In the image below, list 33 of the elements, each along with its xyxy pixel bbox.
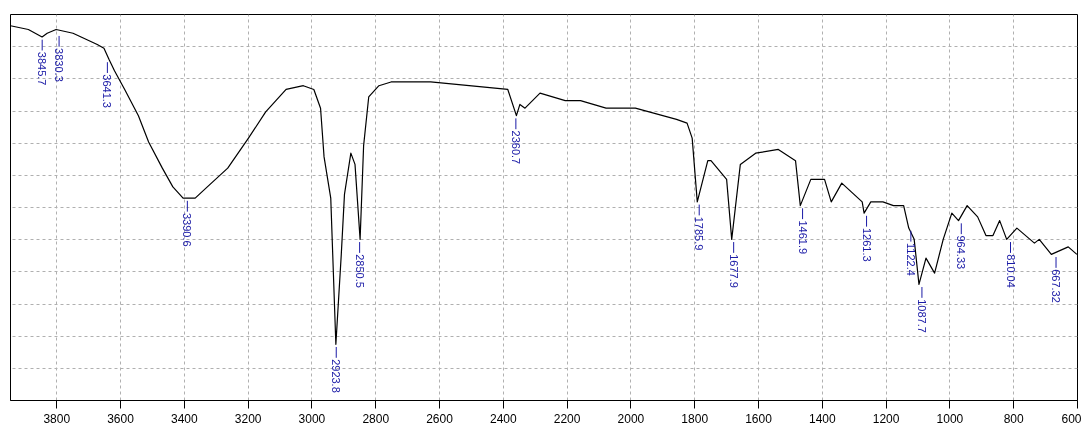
- annotation: 2360.7: [509, 130, 522, 165]
- x-tick-label: 2600: [426, 411, 454, 425]
- annotation: 2850.5: [353, 254, 366, 288]
- annotation: 3390.6: [181, 212, 194, 247]
- x-tick-label: 2000: [617, 411, 645, 425]
- x-tick-label: 3400: [171, 411, 199, 425]
- x-tick-label: 3200: [234, 411, 262, 425]
- x-tick-label: 2800: [362, 411, 390, 425]
- annotation: 2923.8: [330, 359, 343, 393]
- x-tick-label: 3000: [298, 411, 326, 425]
- x-tick-label: 3800: [43, 411, 71, 425]
- x-tick-label: 600: [1061, 411, 1081, 425]
- annotation: 3641.3: [101, 74, 114, 108]
- annotation: 667.32: [1050, 269, 1063, 303]
- x-tick-label: 1800: [681, 411, 709, 425]
- annotation: 1677.9: [727, 254, 740, 288]
- x-tick-label: 3600: [107, 411, 135, 425]
- annotation: 810.04: [1004, 254, 1017, 288]
- x-tick-label: 2400: [489, 411, 517, 425]
- annotation: 3830.3: [53, 48, 66, 82]
- x-tick-label: 1000: [936, 411, 964, 425]
- x-tick-label: 2200: [553, 411, 581, 425]
- annotation: 1461.9: [796, 220, 809, 255]
- annotation: 1785.9: [693, 216, 706, 251]
- annotation: 964.33: [955, 235, 968, 270]
- annotation: 1122.4: [904, 242, 917, 276]
- x-tick-label: 1400: [808, 411, 836, 425]
- annotation: 1261.3: [860, 227, 873, 262]
- annotation: 3845.7: [36, 51, 49, 86]
- x-tick-label: 1600: [745, 411, 773, 425]
- annotation: 1087.7: [915, 299, 928, 333]
- x-tick-label: 1200: [872, 411, 900, 425]
- x-tick-label: 800: [1003, 411, 1025, 425]
